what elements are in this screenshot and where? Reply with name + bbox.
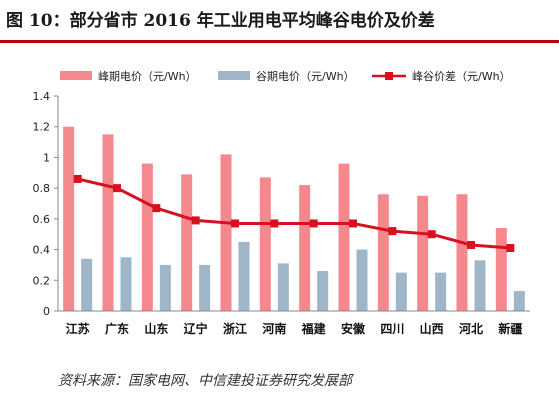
peak-bar [141,163,153,311]
bars [63,126,525,311]
y-tick-label: 1.2 [33,121,51,134]
valley-bar [199,264,211,311]
spread-line-path [77,177,511,250]
peak-bar [299,185,311,311]
valley-bar [159,264,171,311]
chart: 峰期电价（元/Wh） 谷期电价（元/Wh） 峰谷价差（元/Wh） 0 0.2 0.4 0.… [33,69,530,336]
chart-title: 图 10：部分省市 2016 年工业用电平均峰谷电价及价差 [6,11,435,31]
spread-point [467,240,475,249]
title-underline [0,40,559,43]
legend-swatch-spread-marker [385,72,393,80]
spread-point [506,244,515,253]
x-category-label: 河北 [458,321,483,336]
legend-swatch-valley [218,71,250,80]
peak-bar [220,154,232,311]
valley-bar [277,263,289,311]
peak-bar [377,194,389,311]
y-tick-label: 1 [43,151,50,164]
legend: 峰期电价（元/Wh） 谷期电价（元/Wh） 峰谷价差（元/Wh） [60,69,511,83]
y-tick-label: 0.6 [33,213,51,226]
spread-point [427,230,436,239]
x-category-label: 广东 [105,321,129,336]
legend-label-spread: 峰谷价差（元/Wh） [412,69,511,83]
y-tick-label: 0.2 [33,274,51,287]
valley-bar [435,272,447,311]
valley-bar [513,291,525,311]
x-category-label: 安徽 [341,321,366,336]
peak-bar [259,177,271,311]
y-tick-label: 1.4 [33,90,51,103]
valley-bar [356,249,368,311]
peak-bar [338,163,350,311]
valley-bar [395,272,407,311]
spread-point [309,219,318,228]
valley-bar [474,260,486,311]
peak-bar [63,126,75,311]
valley-bar [120,257,132,311]
x-category-label: 河南 [261,321,286,336]
y-tick-label: 0.4 [33,244,51,257]
x-category-label: 辽宁 [184,321,208,336]
spread-point [113,184,121,193]
spread-point [191,216,200,225]
x-axis: 江苏 广东 山东 辽宁 浙江 河南 福建 安徽 四川 山西 河北 新疆 [58,310,530,336]
valley-bar [81,258,93,311]
peak-bar [181,174,193,311]
x-category-label: 四川 [380,322,404,336]
y-tick-label: 0.8 [33,182,51,195]
x-category-label: 新疆 [498,321,522,336]
legend-swatch-peak [60,71,92,80]
x-category-label: 江苏 [66,321,90,336]
spread-point [270,219,279,228]
peak-bar [102,134,114,311]
x-category-label: 山东 [144,321,168,336]
spread-point [152,204,161,213]
spread-point [388,227,397,236]
source-note: 资料来源：国家电网、中信建投证券研究发展部 [58,373,352,389]
peak-bar [495,228,507,311]
legend-label-valley: 谷期电价（元/Wh） [256,70,355,83]
x-category-label: 浙江 [223,321,247,336]
valley-bar [317,271,329,311]
spread-point [231,219,239,228]
spread-line [73,174,515,253]
x-category-label: 山西 [420,321,444,336]
peak-bar [417,195,429,311]
valley-bar [238,241,250,311]
y-axis: 0 0.2 0.4 0.6 0.8 1 1.2 1.4 [33,90,59,318]
x-category-label: 福建 [301,321,327,336]
spread-point [349,219,357,228]
spread-point [73,174,82,183]
y-tick-label: 0 [43,305,50,318]
legend-label-peak: 峰期电价（元/Wh） [98,70,197,83]
peak-bar [456,194,468,311]
